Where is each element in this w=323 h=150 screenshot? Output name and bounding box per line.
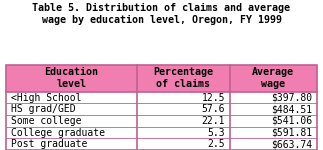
Text: Education
level: Education level — [45, 67, 99, 89]
Text: 5.3: 5.3 — [207, 128, 225, 138]
Text: Some college: Some college — [11, 116, 82, 126]
Text: $397.80: $397.80 — [271, 93, 312, 103]
Text: HS grad/GED: HS grad/GED — [11, 104, 76, 114]
Text: 22.1: 22.1 — [202, 116, 225, 126]
Text: <High School: <High School — [11, 93, 82, 103]
Text: $591.81: $591.81 — [271, 128, 312, 138]
Text: Percentage
of claims: Percentage of claims — [153, 67, 213, 89]
Text: Table 5. Distribution of claims and average
wage by education level, Oregon, FY : Table 5. Distribution of claims and aver… — [33, 3, 290, 26]
Text: 12.5: 12.5 — [202, 93, 225, 103]
Text: $663.74: $663.74 — [271, 139, 312, 149]
Text: Post graduate: Post graduate — [11, 139, 88, 149]
Text: $541.06: $541.06 — [271, 116, 312, 126]
Text: Average
wage: Average wage — [252, 67, 294, 89]
Text: $484.51: $484.51 — [271, 104, 312, 114]
Text: College graduate: College graduate — [11, 128, 105, 138]
Text: 2.5: 2.5 — [207, 139, 225, 149]
Text: 57.6: 57.6 — [202, 104, 225, 114]
